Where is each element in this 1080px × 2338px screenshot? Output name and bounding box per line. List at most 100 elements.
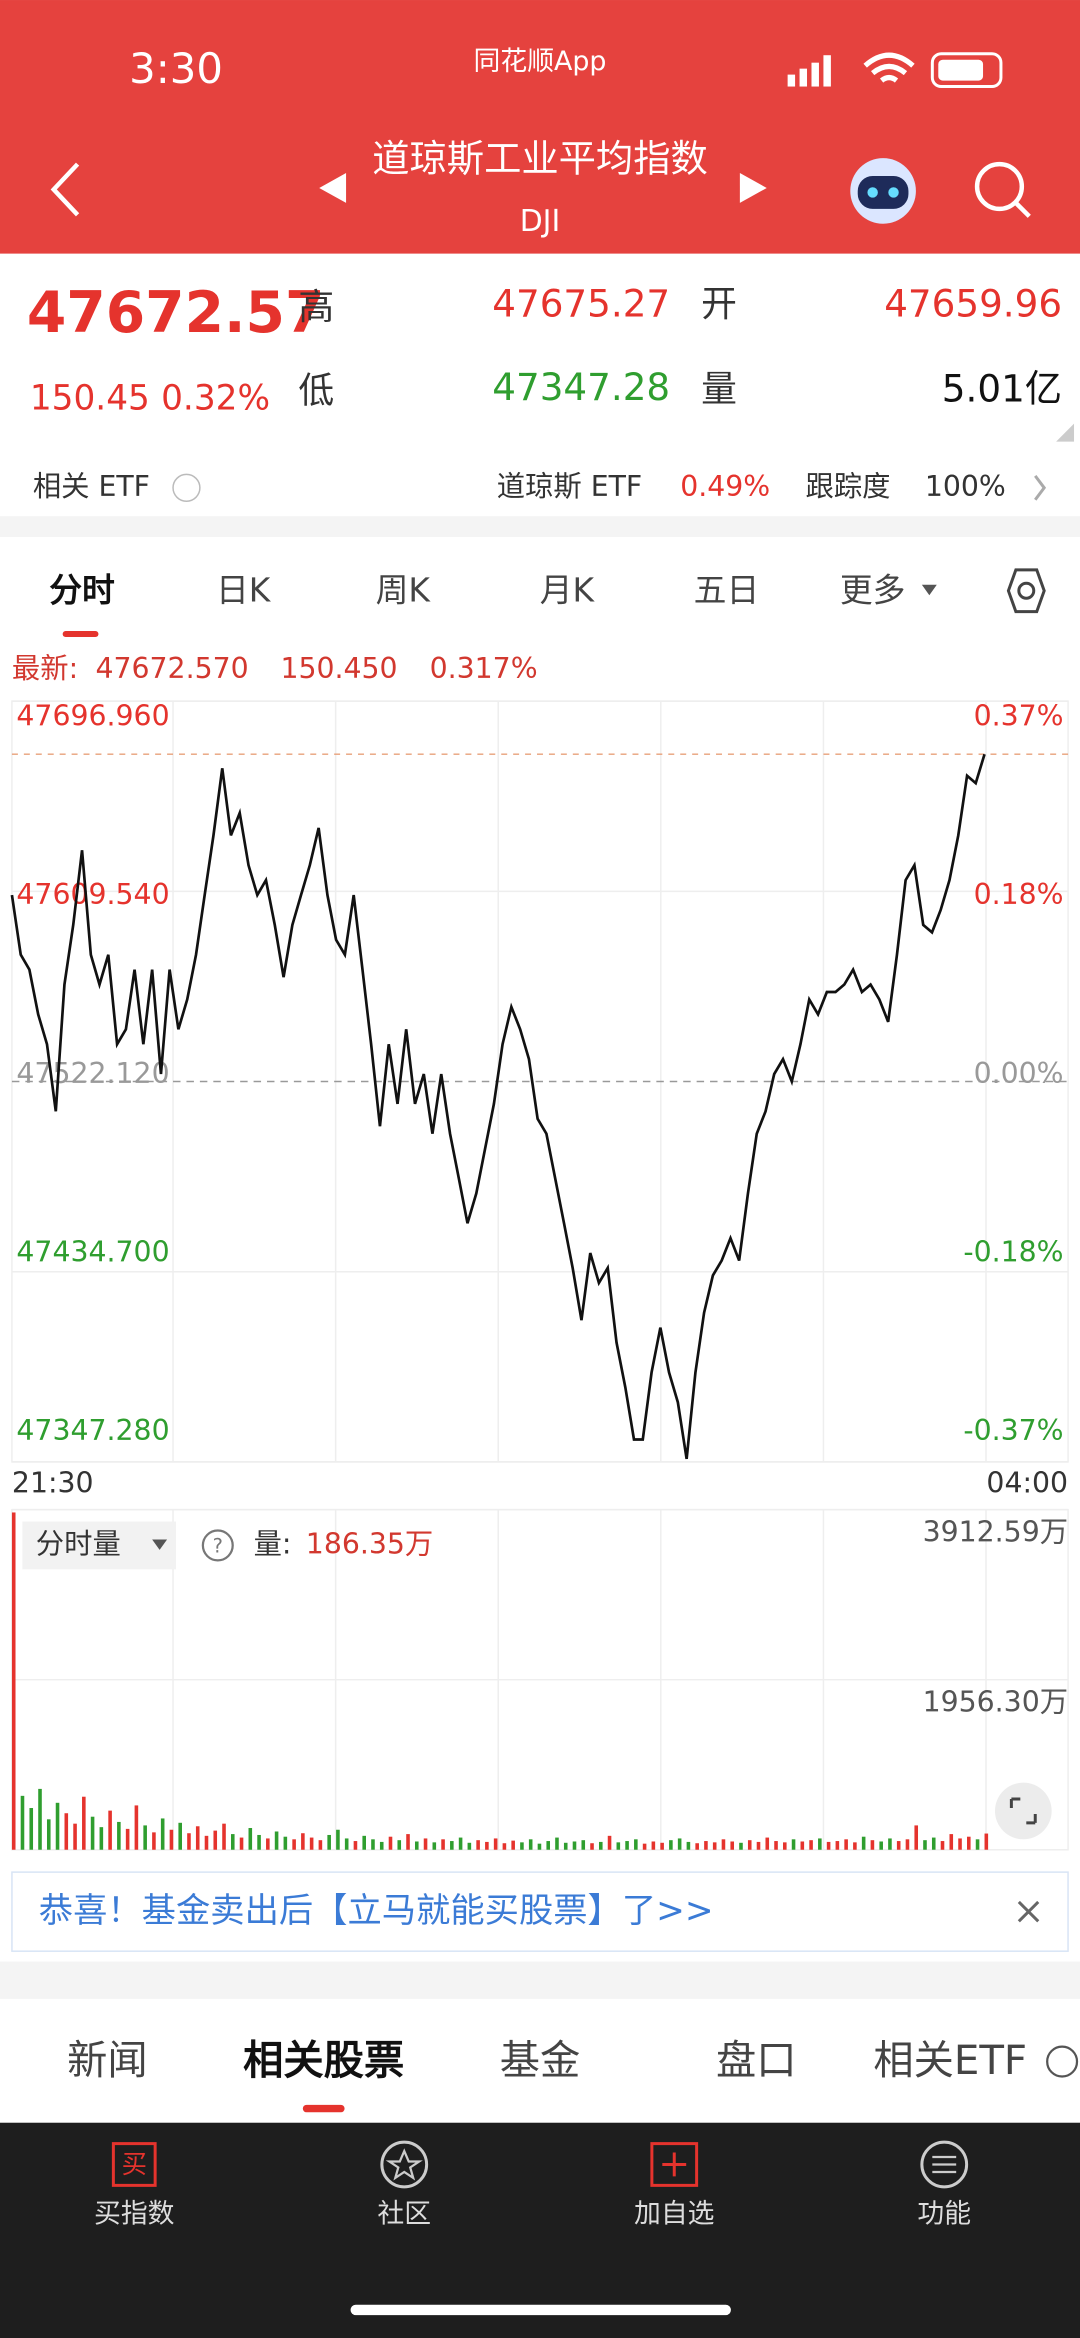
help-icon[interactable] — [172, 473, 201, 502]
add-icon[interactable] — [650, 2142, 699, 2187]
home-indicator — [350, 2304, 731, 2316]
volume-tick-label: 1956.30万 — [923, 1686, 1068, 1719]
nav-label[interactable]: 功能 — [917, 2199, 971, 2230]
bottom-tab[interactable]: 新闻 — [67, 2038, 148, 2084]
vol-value: 5.01亿 — [942, 366, 1062, 410]
volume-bar — [458, 1837, 463, 1850]
bottom-tabs: 新闻 相关股票 基金 盘口 相关ETF — [67, 2038, 1027, 2084]
selector-bg[interactable] — [22, 1521, 177, 1570]
volume-bar — [923, 1840, 927, 1850]
volume-bar — [896, 1841, 901, 1850]
index-code: DJI — [520, 204, 561, 239]
banner-text[interactable]: 恭喜！基金卖出后【立马就能买股票】了>> — [39, 1891, 714, 1931]
volume-bar — [38, 1788, 42, 1850]
volume-bar — [581, 1840, 586, 1850]
buy-icon-text: 买 — [122, 2149, 147, 2179]
volume-bar — [975, 1839, 980, 1850]
volume-bar — [362, 1835, 366, 1850]
settings-icon[interactable] — [1006, 568, 1046, 614]
community-icon[interactable] — [380, 2140, 429, 2189]
pct-label: 0.00% — [974, 1057, 1064, 1090]
next-arrow[interactable] — [739, 173, 767, 203]
volume-bar — [669, 1840, 673, 1850]
tab[interactable]: 周K — [376, 572, 432, 610]
volume-bar — [230, 1834, 235, 1850]
latest-price: 47672.570 — [95, 652, 248, 685]
tab[interactable]: 月K — [540, 572, 596, 610]
volume-bar — [590, 1843, 594, 1850]
volume-bar — [344, 1838, 349, 1850]
volume-tick-label: 3912.59万 — [923, 1516, 1068, 1549]
low-label: 低 — [298, 370, 334, 411]
volume-bar — [791, 1839, 796, 1850]
volume-bar — [607, 1835, 612, 1850]
volume-bar — [274, 1831, 279, 1850]
prev-arrow[interactable] — [319, 173, 347, 203]
quote-pct: 0.32% — [161, 378, 270, 418]
nav-labels: 买指数 社区 加自选 功能 — [94, 2199, 971, 2230]
volume-bar — [222, 1823, 226, 1850]
tab[interactable]: 日K — [216, 572, 272, 610]
bottom-tab-underline — [302, 2104, 345, 2113]
volume-bar — [46, 1819, 51, 1850]
bottom-tab[interactable]: 基金 — [500, 2038, 581, 2084]
volume-bar — [248, 1828, 253, 1850]
volume-help[interactable] — [201, 1529, 234, 1562]
etf-label[interactable]: 相关 ETF — [33, 470, 150, 503]
volume-bar — [502, 1843, 507, 1850]
track-value: 100% — [925, 470, 1006, 503]
volume-bar — [861, 1836, 866, 1850]
volume-bar — [73, 1823, 77, 1850]
volume-bar — [485, 1841, 489, 1850]
volume-bar — [406, 1834, 410, 1850]
banner-close[interactable] — [1017, 1900, 1040, 1923]
menu-icon[interactable] — [920, 2140, 969, 2189]
banner[interactable] — [11, 1871, 1069, 1952]
nav-label[interactable]: 加自选 — [634, 2199, 715, 2230]
back-button[interactable] — [50, 162, 80, 217]
volume-selector[interactable]: 分时量 — [36, 1527, 121, 1560]
volume-bar — [800, 1841, 805, 1850]
buy-icon[interactable] — [111, 2142, 157, 2187]
nav-label[interactable]: 社区 — [377, 2199, 431, 2230]
volume-bar — [572, 1841, 577, 1850]
time-end: 04:00 — [986, 1466, 1068, 1499]
nav-label[interactable]: 买指数 — [94, 2199, 175, 2230]
time-start: 21:30 — [12, 1466, 94, 1499]
tab[interactable]: 更多 — [840, 572, 906, 610]
volume-bar — [476, 1840, 480, 1850]
expand-button[interactable] — [994, 1782, 1052, 1840]
add-plus — [662, 2152, 687, 2177]
bottom-tab[interactable]: 相关ETF — [873, 2038, 1027, 2084]
volume-bar — [660, 1842, 664, 1850]
menu-lines — [932, 2155, 957, 2174]
bottom-tab[interactable]: 盘口 — [716, 2038, 797, 2084]
volume-bar — [905, 1839, 910, 1850]
volume-bar — [213, 1830, 218, 1850]
volume-bar — [29, 1808, 34, 1850]
battery-level — [938, 59, 984, 81]
assistant-icon[interactable] — [850, 158, 916, 224]
open-label: 开 — [701, 284, 737, 325]
bottom-help[interactable] — [1046, 2045, 1079, 2078]
volume-bar — [379, 1841, 384, 1850]
index-title: 道琼斯工业平均指数 — [372, 137, 708, 181]
tab[interactable]: 分时 — [49, 572, 115, 610]
settings-dot — [1017, 581, 1036, 600]
volume-bar — [318, 1840, 323, 1850]
volume-bar — [616, 1842, 621, 1850]
volume-bar — [371, 1839, 375, 1850]
volume-label: 量: — [254, 1527, 292, 1560]
y-tick-label: 47347.280 — [16, 1414, 169, 1447]
bottom-tab[interactable]: 相关股票 — [243, 2038, 404, 2084]
volume-bar — [336, 1829, 340, 1850]
tab[interactable]: 五日 — [694, 572, 760, 610]
volume-bar — [870, 1840, 875, 1850]
tabs: 分时 日K 周K 月K 五日 更多 — [49, 572, 905, 610]
etf-chevron[interactable] — [1034, 474, 1047, 501]
high-value: 47675.27 — [492, 281, 670, 325]
volume-bar — [178, 1822, 182, 1850]
volume-bar — [747, 1840, 752, 1850]
search-icon[interactable] — [974, 161, 1031, 218]
